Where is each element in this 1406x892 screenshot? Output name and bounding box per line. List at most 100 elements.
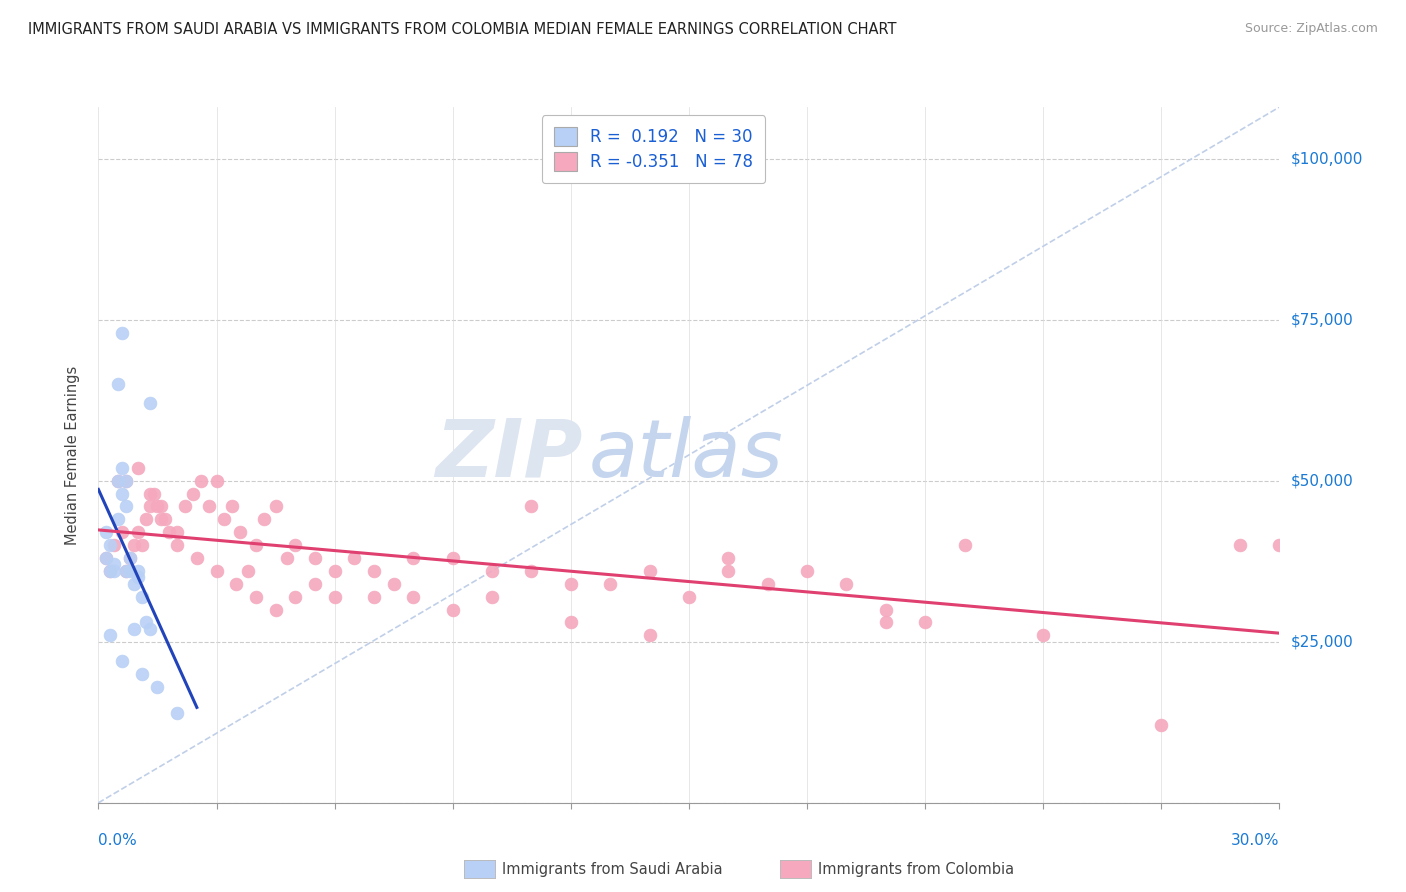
Point [1229,538,1251,552]
Text: Source: ZipAtlas.com: Source: ZipAtlas.com [1244,22,1378,36]
Point [115,500,138,514]
Point [363,564,385,578]
Point [96,551,118,566]
Y-axis label: Median Female Earnings: Median Female Earnings [65,366,80,544]
Point [107,377,129,392]
Point [221,500,243,514]
Point [402,590,425,604]
Point [560,576,582,591]
Point [560,615,582,630]
Point [107,474,129,488]
Point [186,551,208,566]
Text: $50,000: $50,000 [1291,473,1354,488]
Point [756,576,779,591]
Point [835,576,858,591]
Point [111,654,134,668]
Point [276,551,298,566]
Point [190,474,212,488]
Point [107,512,129,526]
Point [796,564,818,578]
Point [304,576,326,591]
Point [205,474,228,488]
Point [481,590,503,604]
Point [150,512,173,526]
Point [127,460,149,475]
Point [96,551,118,566]
Text: 0.0%: 0.0% [98,833,138,848]
Point [115,474,138,488]
Point [225,576,247,591]
Point [122,538,145,552]
Point [284,590,307,604]
Text: 30.0%: 30.0% [1232,833,1279,848]
Point [127,564,149,578]
Point [111,326,134,340]
Point [146,500,169,514]
Point [953,538,976,552]
Point [264,602,287,616]
Text: Immigrants from Colombia: Immigrants from Colombia [818,863,1014,877]
Text: $25,000: $25,000 [1291,634,1354,649]
Point [138,486,160,500]
Point [678,590,700,604]
Point [441,551,464,566]
Point [181,486,204,500]
Point [96,525,118,540]
Point [304,551,326,566]
Point [253,512,276,526]
Text: atlas: atlas [589,416,783,494]
Point [875,615,897,630]
Point [1032,628,1054,642]
Point [127,570,149,584]
Point [118,551,141,566]
Point [155,512,177,526]
Point [115,564,138,578]
Point [520,500,543,514]
Point [98,564,121,578]
Point [229,525,252,540]
Point [236,564,259,578]
Point [122,622,145,636]
Point [138,500,160,514]
Point [118,564,141,578]
Text: ZIP: ZIP [436,416,582,494]
Point [323,564,346,578]
Point [107,474,129,488]
Point [166,538,188,552]
Point [245,538,267,552]
Point [103,564,125,578]
Point [131,667,153,681]
Point [481,564,503,578]
Point [1268,538,1291,552]
Point [382,576,405,591]
Point [174,500,197,514]
Point [115,564,138,578]
Point [150,500,173,514]
Point [111,486,134,500]
Text: $75,000: $75,000 [1291,312,1354,327]
Text: Immigrants from Saudi Arabia: Immigrants from Saudi Arabia [502,863,723,877]
Point [131,590,153,604]
Point [284,538,307,552]
Point [638,564,661,578]
Point [1150,718,1173,732]
Point [520,564,543,578]
Point [323,590,346,604]
Point [115,474,138,488]
Point [111,460,134,475]
Point [138,622,160,636]
Point [146,680,169,694]
Point [197,500,219,514]
Point [103,558,125,572]
Point [914,615,936,630]
Point [717,551,740,566]
Point [118,551,141,566]
Point [402,551,425,566]
Point [599,576,621,591]
Point [717,564,740,578]
Point [111,525,134,540]
Point [166,525,188,540]
Point [131,538,153,552]
Point [142,486,165,500]
Text: IMMIGRANTS FROM SAUDI ARABIA VS IMMIGRANTS FROM COLOMBIA MEDIAN FEMALE EARNINGS : IMMIGRANTS FROM SAUDI ARABIA VS IMMIGRAN… [28,22,897,37]
